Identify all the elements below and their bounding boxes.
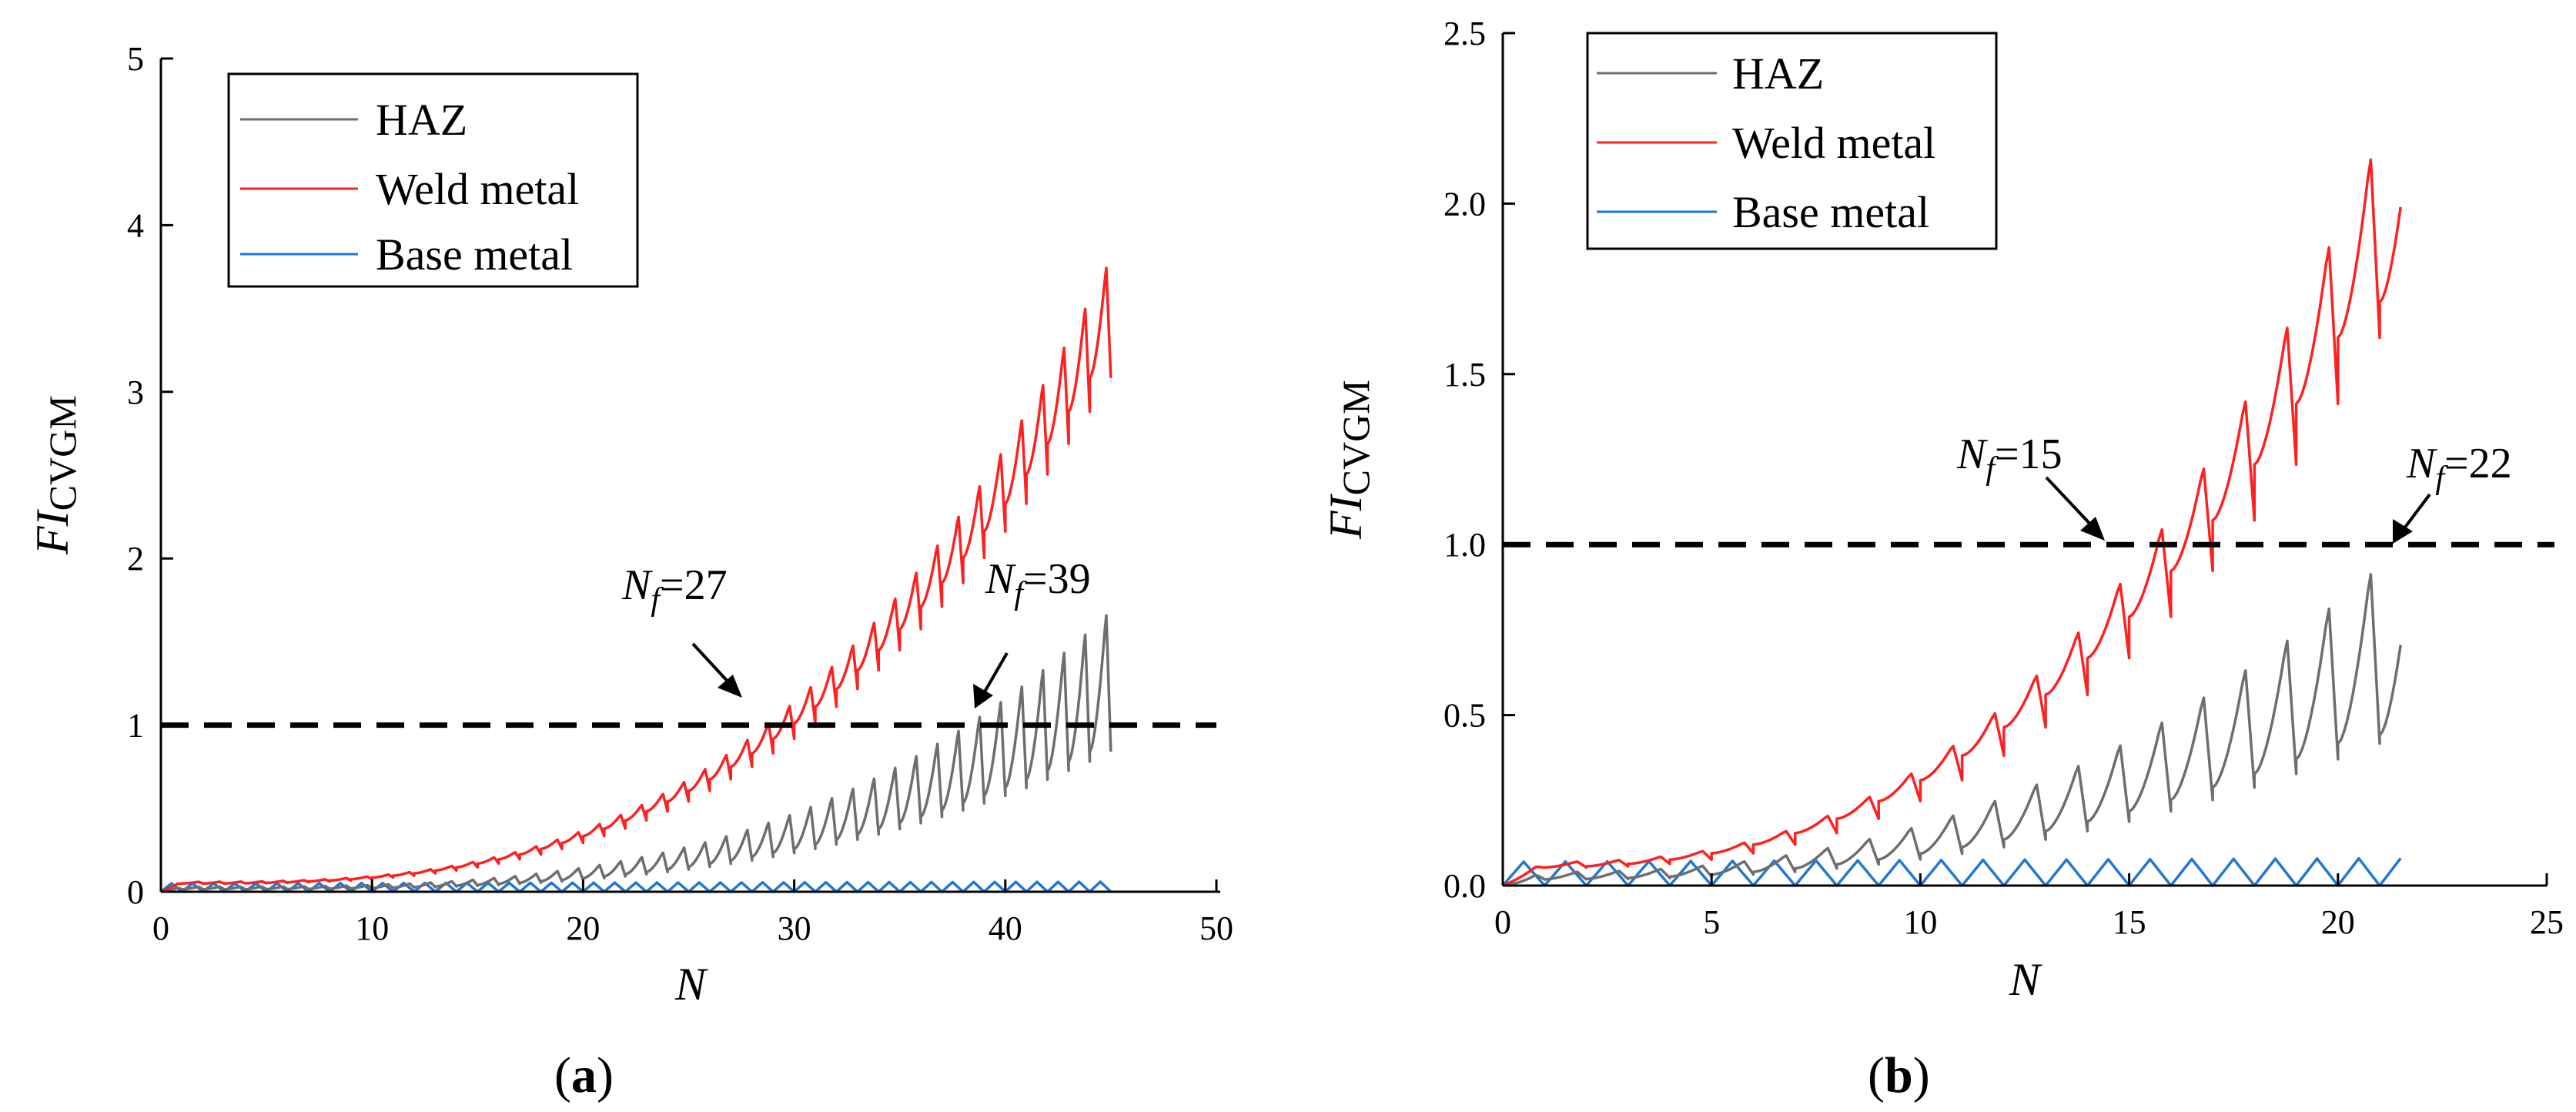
panel-a-y-title-sub: CVGM — [41, 395, 84, 511]
panel-a-chart: 0 10 20 30 40 50 0 1 2 3 4 5 FICVGM N HAZ Weld met… — [27, 40, 1233, 1104]
panel-a-x-axis-title: N — [674, 959, 708, 1010]
panel-a-series-weld — [160, 266, 1112, 893]
panel-a-annotation-39: Nf=39 — [973, 555, 1091, 708]
panel-a-x-tick-label: 10 — [355, 909, 389, 947]
panel-b-x-tick-label: 10 — [1903, 903, 1937, 941]
panel-a-legend-base: Base metal — [376, 229, 573, 280]
panel-a-x-ticks: 0 10 20 30 40 50 — [152, 879, 1233, 947]
panel-b-label: (b) — [1868, 1047, 1930, 1104]
panel-a-x-tick-label: 0 — [152, 909, 169, 947]
panel-b-x-tick-label: 0 — [1494, 903, 1511, 941]
panel-a-legend-box — [227, 72, 639, 288]
panel-b-x-tick-label: 20 — [2321, 903, 2355, 941]
panel-a-y-tick-label: 5 — [127, 40, 144, 78]
panel-b-x-axis-title: N — [2009, 954, 2042, 1005]
panel-b-annotation-22-arrowhead — [2393, 519, 2413, 544]
panel-a-label: (a) — [554, 1047, 614, 1104]
panel-a-y-tick-label: 3 — [127, 373, 144, 411]
panel-b-x-ticks: 0 5 10 15 20 25 — [1494, 873, 2564, 941]
panel-b-legend: HAZ Weld metal Base metal — [1586, 32, 1998, 250]
panel-a-y-axis-title: FICVGM — [27, 395, 84, 555]
panel-a-series-base — [159, 880, 1112, 893]
panel-b-annotation-22-text: Nf=22 — [2406, 440, 2512, 496]
panel-a-annotation-27-arrow — [691, 642, 733, 687]
panel-b-series-haz — [1502, 573, 2402, 887]
panel-b-annotation-15-arrowhead — [2080, 517, 2105, 541]
panel-b-y-tick-label: 2.5 — [1444, 15, 1486, 52]
panel-b-y-tick-label: 2.0 — [1444, 185, 1486, 223]
panel-a-y-tick-label: 4 — [127, 206, 144, 244]
panel-b-annotation-22-arrow — [2400, 493, 2431, 533]
panel-b-series-group — [1501, 158, 2402, 887]
panel-b-legend-haz: HAZ — [1732, 49, 1824, 99]
panel-a-y-tick-label: 0 — [127, 873, 144, 911]
panel-b-annotation-15: Nf=15 — [1956, 430, 2105, 541]
panel-b-annotation-22: Nf=22 — [2393, 440, 2512, 544]
panel-b-legend-base: Base metal — [1732, 187, 1929, 237]
panel-a-series-group — [159, 266, 1112, 893]
panel-a-annotation-27-arrowhead — [718, 675, 742, 698]
panel-a-y-tick-label: 2 — [127, 540, 144, 578]
panel-a-annotation-27: Nf=27 — [621, 561, 742, 698]
panel-b-chart: 0 5 10 15 20 25 0.0 0.5 1.0 1.5 2.0 2.5 FICVGM N H… — [1320, 15, 2564, 1104]
panel-b-series-weld — [1502, 158, 2402, 887]
panel-a-x-tick-label: 30 — [778, 909, 811, 947]
panel-a-x-tick-label: 40 — [989, 909, 1022, 947]
panel-a-series-haz — [160, 614, 1112, 893]
panel-a-y-ticks: 0 1 2 3 4 5 — [127, 40, 173, 911]
panel-b-y-title-main: FI — [1320, 493, 1371, 540]
panel-b-x-tick-label: 5 — [1703, 903, 1720, 941]
panel-a-x-tick-label: 50 — [1199, 909, 1233, 947]
panel-a-annotation-39-arrow — [982, 652, 1009, 694]
panel-b-y-tick-label: 1.0 — [1444, 526, 1486, 564]
panel-b-y-tick-label: 1.5 — [1444, 356, 1486, 394]
panel-a-legend-haz: HAZ — [376, 95, 467, 145]
panel-a-annotation-39-text: Nf=39 — [985, 555, 1091, 611]
panel-b-y-title-sub: CVGM — [1334, 380, 1377, 495]
panel-b-y-ticks: 0.0 0.5 1.0 1.5 2.0 2.5 — [1444, 15, 1515, 905]
panel-a-legend-weld: Weld metal — [376, 164, 579, 214]
panel-b-legend-weld: Weld metal — [1732, 118, 1935, 168]
panel-b-y-tick-label: 0.0 — [1444, 867, 1486, 905]
panel-a-x-tick-label: 20 — [566, 909, 600, 947]
panel-a-annotation-27-text: Nf=27 — [621, 561, 728, 618]
panel-a-legend: HAZ Weld metal Base metal — [227, 72, 639, 288]
panel-b-y-axis-title: FICVGM — [1320, 380, 1377, 540]
panel-b-x-tick-label: 25 — [2530, 903, 2564, 941]
panel-b-y-tick-label: 0.5 — [1444, 697, 1486, 735]
panel-a-y-tick-label: 1 — [127, 707, 144, 745]
panel-b-series-base — [1501, 856, 2402, 887]
panel-a-annotation-39-arrowhead — [973, 684, 993, 708]
panel-a-y-title-main: FI — [27, 508, 78, 555]
panel-b-x-tick-label: 15 — [2113, 903, 2146, 941]
panel-b-annotation-15-text: Nf=15 — [1956, 430, 2062, 487]
panel-b-annotation-15-arrow — [2045, 476, 2097, 531]
